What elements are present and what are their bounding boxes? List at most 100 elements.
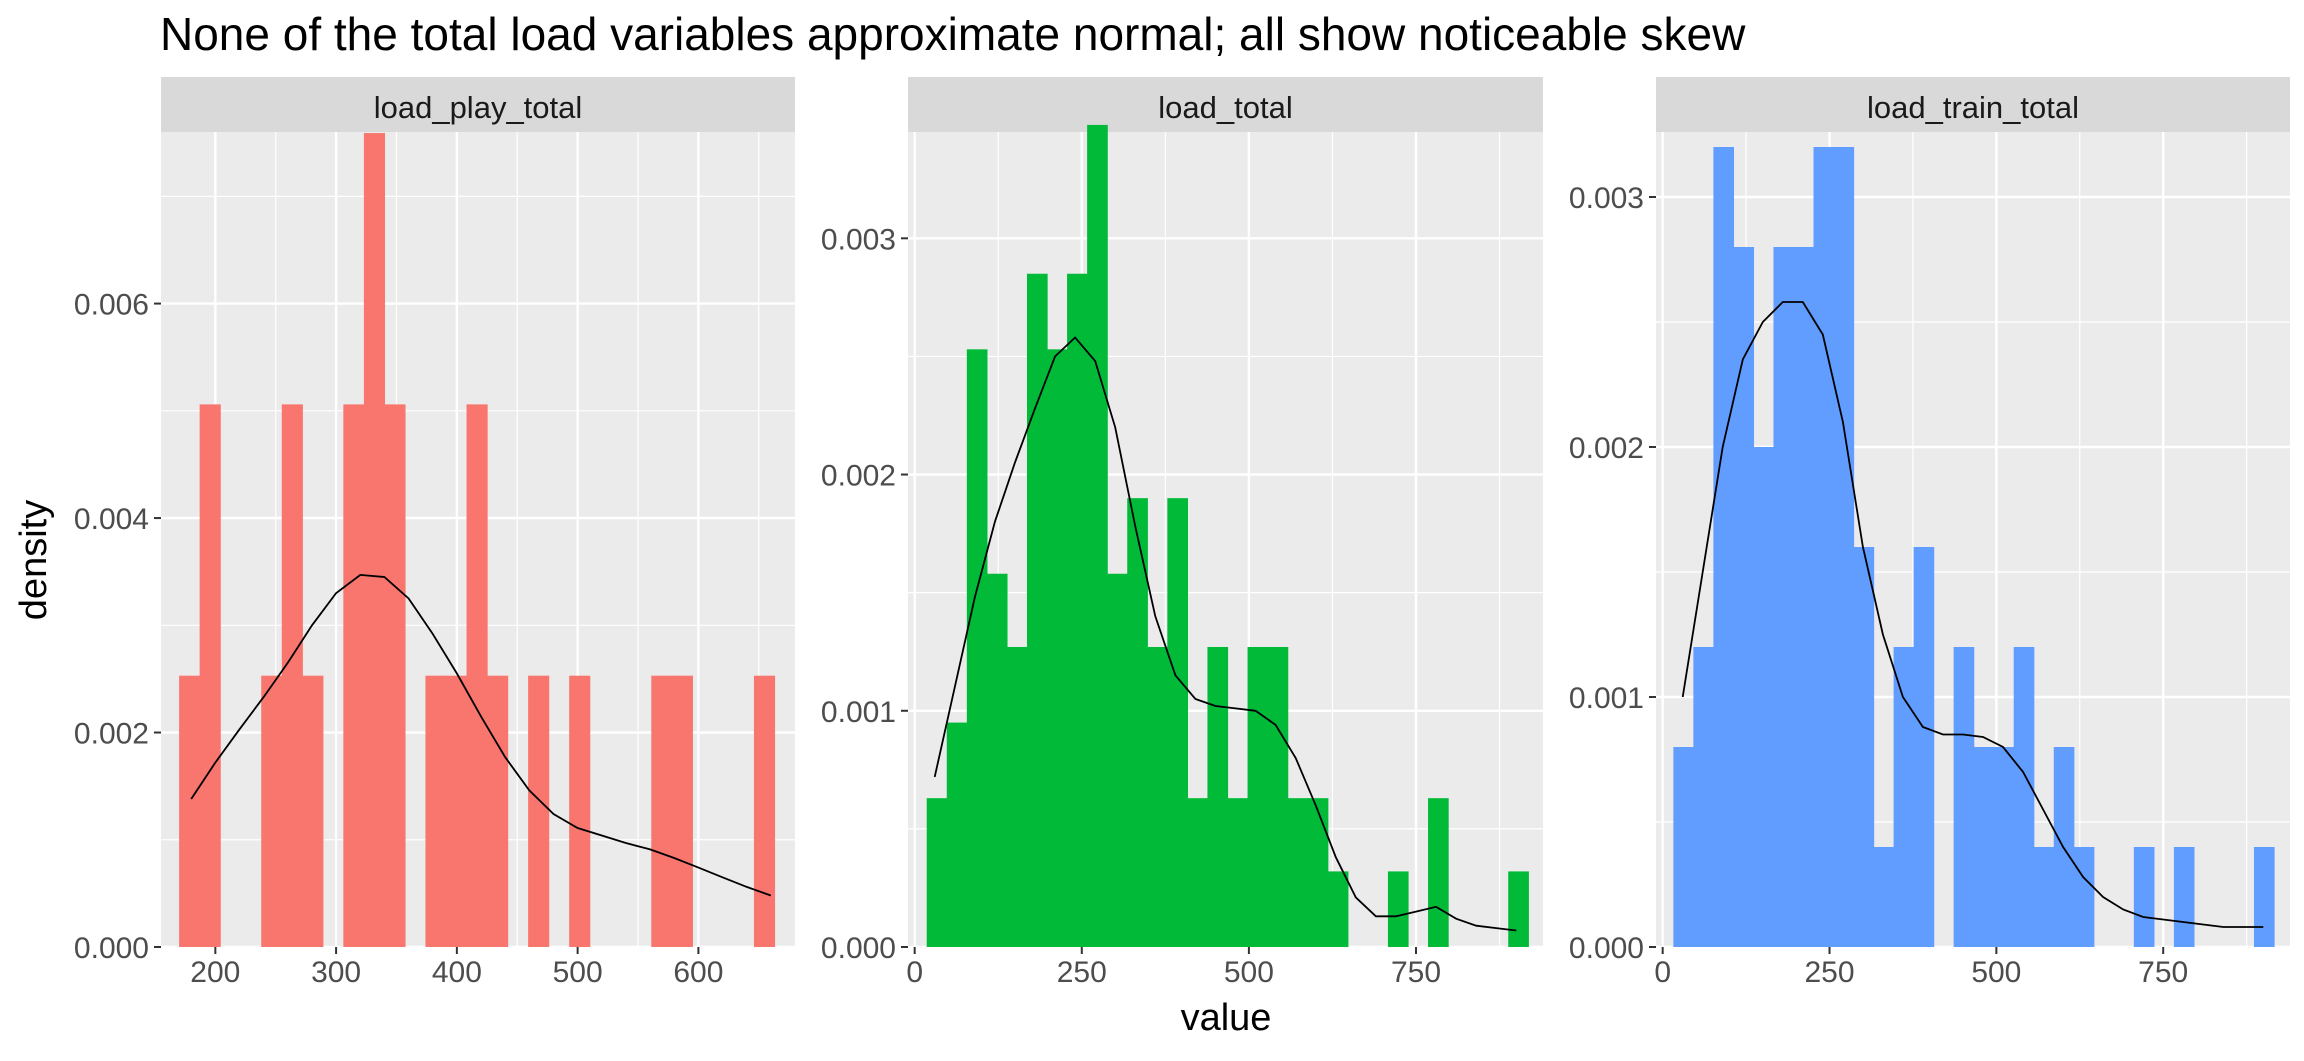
histogram-bar [1026, 273, 1048, 947]
density-curve [1681, 301, 2264, 928]
histogram-bar [2013, 647, 2035, 947]
histogram-bar [1973, 747, 1995, 947]
histogram-bar [1913, 547, 1935, 947]
x-tick-label: 500 [1224, 956, 1274, 989]
y-tick-label: 0.001 [1569, 682, 1644, 715]
histogram-bar [1006, 646, 1028, 947]
facet-strip [908, 77, 1543, 132]
x-tick-label: 500 [1971, 956, 2021, 989]
histogram-bar [179, 675, 201, 947]
y-tick-label: 0.003 [1569, 182, 1644, 215]
histogram-bar [528, 675, 550, 947]
histogram-bar [1813, 147, 1835, 947]
x-tick-label: 200 [190, 956, 240, 989]
histogram-bar [926, 798, 948, 947]
x-tick-label: 750 [2138, 956, 2188, 989]
y-tick-label: 0.002 [74, 718, 149, 751]
histogram-bar [1953, 647, 1975, 947]
x-tick-label: 0 [1654, 956, 1671, 989]
histogram-bar [1307, 798, 1329, 947]
y-tick-label: 0.000 [821, 932, 896, 965]
facet-strip-label: load_total [1158, 90, 1292, 125]
facet-panel-load_play_total: load_play_total 0.000 0.002 0.004 0.006 200 30… [74, 77, 795, 989]
histogram-bar [1107, 573, 1128, 947]
x-tick-label: 600 [673, 956, 723, 989]
facet-panel-load_train_total: load_train_total 0.000 0.001 0.002 0.003 0 250… [1569, 77, 2290, 989]
histogram-bar [1753, 447, 1775, 947]
histogram-bar [1713, 147, 1735, 947]
histogram-bar [302, 675, 324, 947]
x-tick-label: 300 [311, 956, 361, 989]
facet-strip [161, 77, 795, 132]
histogram-bar [1428, 798, 1449, 947]
density-curve [190, 573, 772, 897]
histogram-bar [1167, 498, 1188, 947]
histogram-bar [1147, 646, 1168, 947]
histogram-bar [1893, 647, 1915, 947]
histogram-bar [1833, 147, 1855, 947]
facet-panel-load_total: load_total 0.000 0.001 0.002 0.003 0 250 500 750 [821, 77, 1543, 989]
histogram-bar [946, 722, 968, 947]
y-tick-label: 0.003 [821, 223, 896, 256]
histogram-bar [1287, 798, 1309, 947]
histogram-bar [466, 404, 488, 947]
histogram-bar [2173, 847, 2195, 947]
histogram-bar [1853, 547, 1875, 947]
histogram-bar [425, 675, 447, 947]
histogram-bar [2033, 847, 2055, 947]
histogram-bar [1207, 646, 1229, 947]
facet-strip-label: load_play_total [374, 90, 583, 125]
histogram-bar [487, 675, 509, 947]
histogram-bar [1508, 871, 1529, 947]
y-tick-label: 0.004 [74, 503, 149, 536]
histogram-bar [1673, 747, 1694, 947]
histogram-bar [651, 675, 673, 947]
histogram-bar [1873, 847, 1895, 947]
histogram-bar [1127, 498, 1148, 947]
histogram-bar [1067, 273, 1088, 947]
x-axis-label: value [1181, 997, 1272, 1039]
y-tick-label: 0.000 [74, 932, 149, 965]
histogram-bar [986, 573, 1008, 947]
histogram-bar [1227, 798, 1249, 947]
histogram-bar [1793, 247, 1815, 947]
histogram-bar [1087, 124, 1108, 948]
histogram-bar [1733, 247, 1755, 947]
chart-title: None of the total load variables approxi… [160, 8, 1746, 60]
histogram-bar [1047, 349, 1068, 947]
histogram-bar [1247, 646, 1269, 947]
density-curve [933, 336, 1517, 932]
histogram-bar [1693, 647, 1714, 947]
histogram-bar [1387, 871, 1409, 947]
y-tick-label: 0.000 [1569, 932, 1644, 965]
facet-strip [1656, 77, 2290, 132]
histogram-bar [1327, 871, 1349, 947]
histogram-bar [2073, 847, 2095, 947]
y-tick-label: 0.001 [821, 696, 896, 729]
x-tick-label: 400 [432, 956, 482, 989]
x-tick-label: 750 [1391, 956, 1441, 989]
x-tick-label: 250 [1057, 956, 1107, 989]
histogram-bar [281, 404, 303, 947]
y-tick-label: 0.006 [74, 289, 149, 322]
histogram-bar [2253, 847, 2275, 947]
histogram-bar [569, 675, 591, 947]
histogram-bar [445, 675, 468, 947]
histogram-bar [671, 675, 693, 947]
y-tick-label: 0.002 [1569, 432, 1644, 465]
histogram-bar [363, 133, 386, 947]
x-tick-label: 250 [1804, 956, 1854, 989]
histogram-bar [261, 675, 283, 947]
histogram-bar [2133, 847, 2155, 947]
histogram-bar [1993, 747, 2015, 947]
histogram-bar [966, 349, 988, 947]
histogram-bar [199, 404, 221, 947]
y-tick-label: 0.002 [821, 460, 896, 493]
x-tick-label: 0 [906, 956, 923, 989]
facets-group: load_play_total 0.000 0.002 0.004 0.006 200 30… [74, 77, 2290, 989]
x-tick-label: 500 [553, 956, 603, 989]
histogram-bar [753, 675, 776, 947]
histogram-bar [1187, 798, 1209, 947]
